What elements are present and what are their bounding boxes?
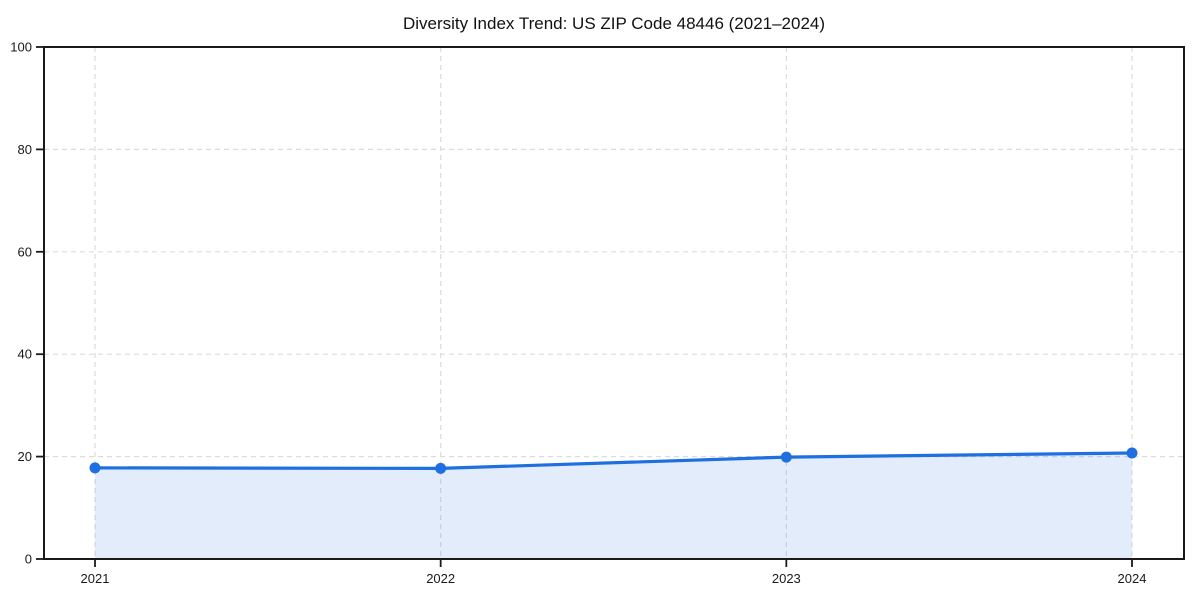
chart-title: Diversity Index Trend: US ZIP Code 48446…: [403, 14, 825, 33]
data-point: [780, 451, 792, 463]
area-fill: [95, 453, 1132, 559]
data-point: [435, 462, 447, 474]
y-tick-label: 40: [18, 347, 32, 362]
tick-marks-layer: [36, 46, 1133, 567]
y-tick-label: 60: [18, 244, 32, 259]
x-tick-label: 2023: [772, 571, 801, 586]
trend-line: [93, 451, 1134, 470]
x-tick-label: 2021: [81, 571, 110, 586]
trend-line-layer: [93, 451, 1134, 470]
data-point: [1126, 447, 1138, 459]
data-point-layer: [89, 447, 1138, 474]
tick-labels-layer: 0 20 40 60 80 100 2021 2022 2023 2024: [10, 40, 1146, 587]
x-tick-label: 2022: [426, 571, 455, 586]
axes-border: [43, 46, 1185, 560]
y-tick-label: 20: [18, 449, 32, 464]
y-tick-label: 100: [10, 40, 32, 55]
x-tick-label: 2024: [1118, 571, 1147, 586]
y-tick-label: 80: [18, 142, 32, 157]
axes-spines-layer: [43, 46, 1185, 560]
y-tick-label: 0: [25, 552, 32, 567]
data-point: [89, 462, 101, 474]
area-fill-layer: [95, 453, 1132, 559]
